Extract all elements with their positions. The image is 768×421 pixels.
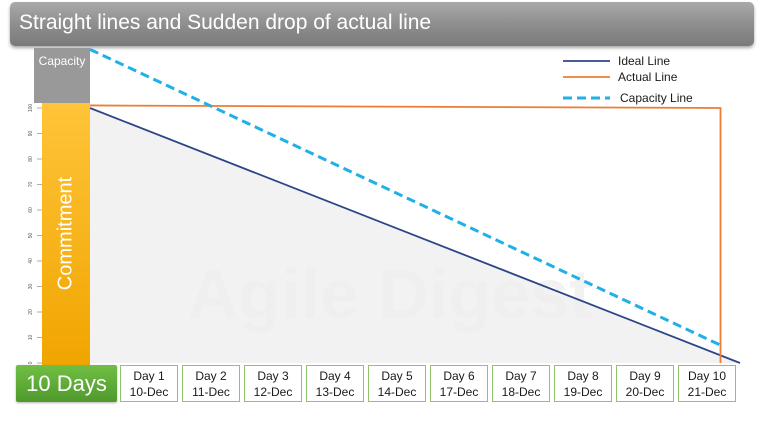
x-tick-label: Day 5 14-Dec (368, 365, 426, 402)
date-label: 10-Dec (129, 385, 169, 399)
y-tick-label: 0 (28, 361, 34, 364)
date-label: 13-Dec (315, 385, 355, 399)
x-tick-label: Day 6 17-Dec (430, 365, 488, 402)
date-label: 14-Dec (377, 385, 417, 399)
duration-box: 10 Days (16, 365, 117, 402)
date-label: 19-Dec (563, 385, 603, 399)
y-tick-label: 40 (28, 258, 34, 264)
capacity-box: Capacity (34, 48, 90, 103)
title-bar: Straight lines and Sudden drop of actual… (10, 2, 754, 46)
date-label: 21-Dec (687, 385, 727, 399)
day-label: Day 5 (381, 369, 413, 383)
x-tick-label: Day 2 11-Dec (182, 365, 240, 402)
day-label: Day 7 (505, 369, 537, 383)
y-tick-label: 10 (28, 335, 34, 341)
y-tick-label: 90 (28, 131, 34, 137)
commitment-bar: Commitment (42, 103, 90, 365)
y-tick-label: 70 (28, 182, 34, 188)
x-tick-label: Day 4 13-Dec (306, 365, 364, 402)
y-tick-label: 50 (28, 233, 34, 239)
x-tick-label: Day 1 10-Dec (120, 365, 178, 402)
day-label: Day 4 (319, 369, 351, 383)
actual-line (89, 104, 722, 363)
x-tick-label: Day 9 20-Dec (616, 365, 674, 402)
y-tick-label: 20 (28, 309, 34, 315)
y-tick-label: 60 (28, 207, 34, 213)
day-label: Day 9 (629, 369, 661, 383)
y-tick-label: 80 (28, 156, 34, 162)
capacity-label: Capacity (38, 54, 86, 68)
capacity-line (89, 47, 722, 347)
date-label: 20-Dec (625, 385, 665, 399)
date-label: 11-Dec (192, 385, 230, 399)
day-label: Day 2 (195, 369, 227, 383)
x-tick-label: Day 7 18-Dec (492, 365, 550, 402)
day-label: Day 3 (257, 369, 289, 383)
x-tick-label: Day 8 19-Dec (554, 365, 612, 402)
y-tick-label: 100 (28, 104, 34, 113)
legend-label: Ideal Line (618, 54, 670, 68)
date-label: 12-Dec (253, 385, 293, 399)
y-tick-label: 30 (28, 284, 34, 290)
x-tick-label: Day 10 21-Dec (678, 365, 736, 402)
chart-title: Straight lines and Sudden drop of actual… (19, 11, 432, 34)
legend-label: Actual Line (618, 70, 678, 84)
day-label: Day 6 (443, 369, 475, 383)
legend-label: Capacity Line (620, 91, 693, 105)
day-label: Day 8 (567, 369, 599, 383)
x-tick-label: Day 3 12-Dec (244, 365, 302, 402)
ideal-line (89, 107, 741, 364)
date-label: 18-Dec (501, 385, 541, 399)
date-label: 17-Dec (439, 385, 479, 399)
day-label: Day 10 (687, 369, 727, 383)
day-label: Day 1 (133, 369, 165, 383)
